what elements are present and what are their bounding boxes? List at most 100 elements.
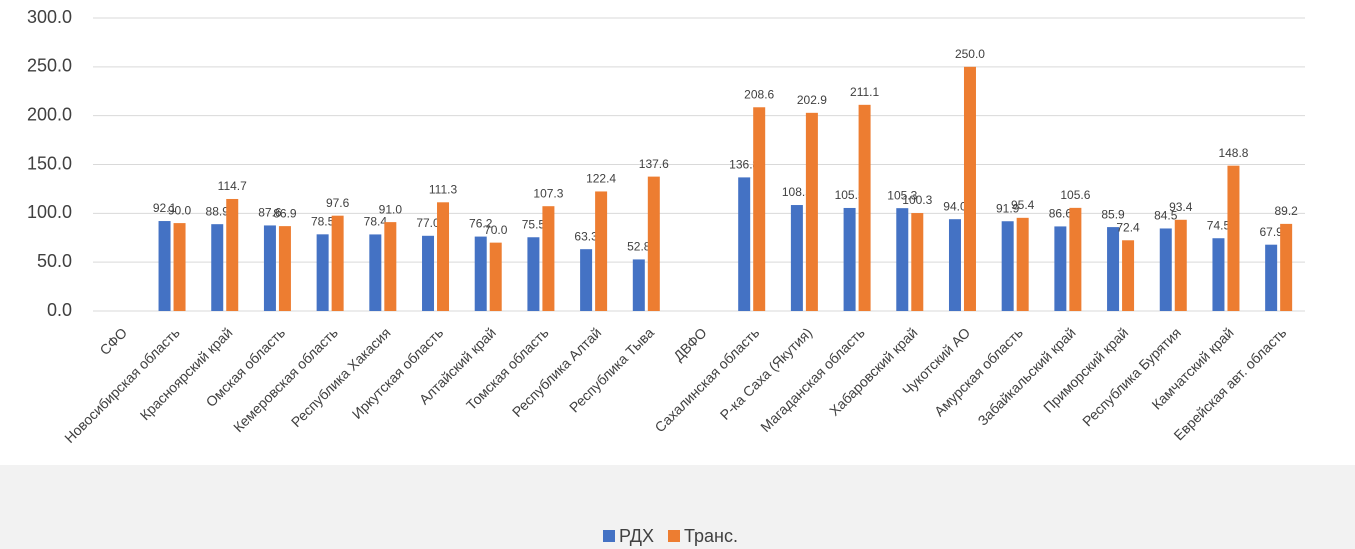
bar <box>173 223 186 311</box>
data-label: 94.0 <box>943 199 967 213</box>
data-label: 137.6 <box>639 157 669 171</box>
data-label: 63.3 <box>574 229 598 243</box>
bar <box>489 242 502 311</box>
data-label: 107.3 <box>533 186 563 200</box>
data-label: 108.5 <box>782 185 812 199</box>
x-tick-label: Сахалинская область <box>651 324 762 435</box>
data-label: 250.0 <box>955 47 985 61</box>
x-tick-label: Республика Хакасия <box>288 324 394 430</box>
bar <box>647 176 660 311</box>
bar <box>331 215 344 311</box>
data-label: 91.9 <box>996 201 1020 215</box>
bar <box>1159 228 1172 311</box>
data-label: 67.9 <box>1259 225 1283 239</box>
legend-label: РДХ <box>619 526 654 546</box>
x-tick-label: Забайкальский край <box>974 324 1078 428</box>
data-label: 202.9 <box>797 93 827 107</box>
data-label: 105.5 <box>835 188 865 202</box>
bar <box>843 207 856 311</box>
bar <box>369 234 382 311</box>
bar <box>1069 207 1082 311</box>
bar <box>384 222 397 311</box>
y-tick-label: 300.0 <box>27 7 72 27</box>
data-label: 100.3 <box>902 193 932 207</box>
bar <box>422 235 435 311</box>
bar <box>1265 244 1278 311</box>
bar <box>580 249 593 311</box>
bar <box>1280 223 1293 311</box>
x-tick-label: Магаданская область <box>757 324 868 435</box>
x-tick-label: ДВФО <box>670 324 710 364</box>
bar <box>1107 227 1120 311</box>
x-tick-label: Республика Алтай <box>509 324 605 420</box>
data-label: 97.6 <box>326 196 350 210</box>
bar <box>805 112 818 311</box>
data-label: 77.0 <box>416 216 440 230</box>
data-label: 95.4 <box>1011 198 1035 212</box>
legend-swatch <box>668 530 680 542</box>
data-label: 84.5 <box>1154 209 1178 223</box>
data-label: 105.3 <box>887 188 917 202</box>
bar <box>753 107 766 311</box>
bar <box>1212 238 1225 311</box>
data-label: 86.6 <box>1049 207 1073 221</box>
x-tick-label: Амурская область <box>931 324 1026 419</box>
data-label: 78.5 <box>311 215 335 229</box>
bar <box>263 225 276 311</box>
data-label: 78.4 <box>364 215 388 229</box>
x-tick-label: Хабаровский край <box>826 324 920 418</box>
data-label: 148.8 <box>1218 146 1248 160</box>
data-label: 211.1 <box>850 85 879 99</box>
bar <box>595 191 608 311</box>
y-tick-label: 150.0 <box>27 153 72 173</box>
x-tick-label: Иркутская область <box>349 324 447 422</box>
data-label: 76.2 <box>469 217 493 231</box>
bar <box>1001 221 1014 311</box>
bar <box>948 219 961 311</box>
data-label: 111.3 <box>429 182 458 196</box>
y-tick-label: 50.0 <box>37 251 72 271</box>
bar <box>474 236 487 311</box>
bar <box>158 221 171 311</box>
x-tick-label: Красноярский край <box>137 324 236 423</box>
bar <box>211 224 224 311</box>
bar <box>1016 217 1029 311</box>
bar <box>226 198 239 311</box>
bar <box>911 213 924 311</box>
bar <box>1174 219 1187 311</box>
data-label: 114.7 <box>218 179 247 193</box>
x-tick-label: Кемеровская область <box>230 324 341 435</box>
data-label: 88.9 <box>206 204 230 218</box>
y-tick-label: 250.0 <box>27 56 72 76</box>
bar <box>1054 226 1067 311</box>
data-label: 93.4 <box>1169 200 1193 214</box>
x-tick-label: Республика Бурятия <box>1079 324 1184 429</box>
data-label: 86.9 <box>273 206 297 220</box>
bar <box>1122 240 1135 311</box>
bar <box>858 104 871 311</box>
bar <box>542 206 555 311</box>
y-tick-label: 200.0 <box>27 104 72 124</box>
data-label: 70.0 <box>484 223 508 237</box>
data-label: 122.4 <box>586 172 616 186</box>
data-label: 85.9 <box>1101 207 1125 221</box>
data-label: 75.5 <box>522 217 546 231</box>
bar <box>738 177 751 311</box>
x-tick-label: СФО <box>96 324 130 358</box>
data-label: 90.0 <box>168 203 192 217</box>
data-label: 74.5 <box>1207 218 1231 232</box>
bar <box>790 205 803 311</box>
bar <box>278 226 291 311</box>
data-label: 92.1 <box>153 201 177 215</box>
legend-swatch <box>603 530 615 542</box>
y-tick-label: 100.0 <box>27 202 72 222</box>
bar <box>896 208 909 311</box>
data-label: 208.6 <box>744 87 774 101</box>
data-label: 91.0 <box>379 202 403 216</box>
x-tick-label: Р-ка Саха (Якутия) <box>717 324 815 422</box>
legend-label: Транс. <box>684 526 738 546</box>
bar <box>527 237 540 311</box>
y-tick-label: 0.0 <box>47 300 72 320</box>
bar <box>963 66 976 311</box>
bar <box>1227 165 1240 311</box>
